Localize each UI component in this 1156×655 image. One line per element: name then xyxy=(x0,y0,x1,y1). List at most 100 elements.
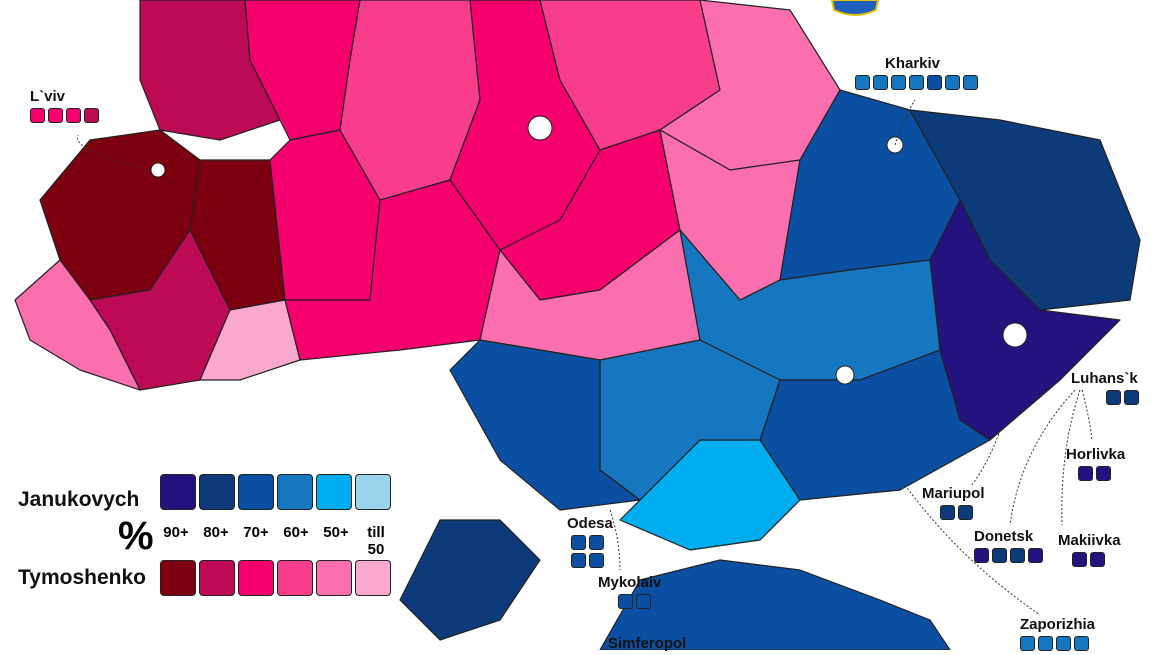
leader-line-makiivka xyxy=(1061,389,1081,526)
legend-swatch-janukovych-60plus xyxy=(277,474,313,510)
legend-swatch-tymoshenko-90plus xyxy=(160,560,196,596)
region-odesa-north xyxy=(449,339,641,511)
legend-swatch-janukovych-80plus xyxy=(199,474,235,510)
district-square xyxy=(66,108,81,123)
district-square xyxy=(958,505,973,520)
legend-swatches-tymoshenko xyxy=(160,560,391,596)
district-square xyxy=(873,75,888,90)
legend-swatch-tymoshenko-50plus xyxy=(316,560,352,596)
legend: Janukovych % 90+ 80+ 70+ 60+ 50+ till 50 Tymo… xyxy=(0,470,420,600)
district-results xyxy=(571,535,611,568)
district-square xyxy=(1038,636,1053,651)
city-mariupol: Mariupol xyxy=(922,485,985,520)
coat-of-arms-icon xyxy=(830,0,880,16)
city-name: Zaporizhia xyxy=(1020,616,1096,633)
district-square xyxy=(1106,390,1121,405)
city-lviv: L`viv xyxy=(30,88,99,123)
legend-swatch-janukovych-till50 xyxy=(355,474,391,510)
district-square xyxy=(855,75,870,90)
city-name: Luhans`k xyxy=(1071,370,1138,387)
legend-swatch-tymoshenko-80plus xyxy=(199,560,235,596)
legend-swatches-janukovych xyxy=(160,474,391,510)
district-square xyxy=(1124,390,1139,405)
legend-bracket-label: 80+ xyxy=(203,524,229,541)
legend-swatch-janukovych-50plus xyxy=(316,474,352,510)
city-odesa: Odesa xyxy=(567,515,627,568)
district-results xyxy=(1072,552,1121,567)
district-square xyxy=(1096,466,1111,481)
legend-swatch-tymoshenko-60plus xyxy=(277,560,313,596)
city-mykolaiv: Mykolaiv xyxy=(598,574,661,609)
district-square xyxy=(891,75,906,90)
city-zaporizhia: Zaporizhia xyxy=(1020,616,1095,651)
leader-line-kharkiv xyxy=(894,99,916,146)
legend-bracket-label: 70+ xyxy=(243,524,269,541)
leader-line-donetsk xyxy=(1009,389,1076,526)
legend-brackets: 90+ 80+ 70+ 60+ 50+ till 50 xyxy=(158,524,394,558)
district-square xyxy=(84,108,99,123)
district-square xyxy=(571,553,586,568)
legend-percent-symbol: % xyxy=(118,514,154,558)
district-square xyxy=(1074,636,1089,651)
district-square xyxy=(571,535,586,550)
district-square xyxy=(589,535,604,550)
leader-line-horlivka xyxy=(1081,389,1093,441)
district-results xyxy=(1020,636,1095,651)
district-results xyxy=(618,594,661,609)
district-results xyxy=(974,548,1043,563)
city-name: Simferopol xyxy=(608,635,687,652)
leader-line-mykolaiv xyxy=(609,509,621,571)
region-odesa-south xyxy=(399,519,541,641)
region-zakarpattia xyxy=(14,259,141,391)
district-square xyxy=(963,75,978,90)
district-square xyxy=(589,553,604,568)
legend-swatch-tymoshenko-till50 xyxy=(355,560,391,596)
district-square xyxy=(1028,548,1043,563)
city-name: Donetsk xyxy=(974,528,1034,545)
lviv-city-marker xyxy=(150,162,166,178)
district-square xyxy=(1072,552,1087,567)
city-name: Odesa xyxy=(567,515,613,532)
district-square xyxy=(974,548,989,563)
city-name: Kharkiv xyxy=(885,55,941,72)
city-donetsk: Donetsk xyxy=(974,528,1043,563)
district-square xyxy=(1020,636,1035,651)
district-square xyxy=(1090,552,1105,567)
legend-swatch-janukovych-90plus xyxy=(160,474,196,510)
legend-bracket-label: 90+ xyxy=(163,524,189,541)
district-results xyxy=(1078,466,1125,481)
district-results xyxy=(1106,390,1139,405)
dnipro-city-marker xyxy=(835,365,855,385)
city-luhansk: Luhans`k xyxy=(1071,370,1139,405)
district-square xyxy=(927,75,942,90)
city-name: L`viv xyxy=(30,88,66,105)
district-square xyxy=(618,594,633,609)
district-square xyxy=(1078,466,1093,481)
district-square xyxy=(1056,636,1071,651)
district-square xyxy=(909,75,924,90)
district-square xyxy=(636,594,651,609)
city-makiivka: Makiivka xyxy=(1058,532,1121,567)
district-square xyxy=(48,108,63,123)
legend-swatch-janukovych-70plus xyxy=(238,474,274,510)
leader-line-zaporizhia xyxy=(904,484,1041,616)
district-square xyxy=(1010,548,1025,563)
legend-swatch-tymoshenko-70plus xyxy=(238,560,274,596)
leader-line-lviv xyxy=(76,134,151,171)
district-square xyxy=(992,548,1007,563)
legend-bracket-label: 50+ xyxy=(323,524,349,541)
region-crimea xyxy=(599,559,951,650)
district-square xyxy=(30,108,45,123)
leader-line-mariupol xyxy=(971,429,1001,486)
city-name: Horlivka xyxy=(1066,446,1126,463)
city-name: Mykolaiv xyxy=(598,574,662,591)
district-results xyxy=(30,108,99,123)
legend-candidate-janukovych: Janukovych xyxy=(18,488,140,511)
district-results xyxy=(940,505,985,520)
district-results xyxy=(855,75,978,90)
legend-bracket-label: 60+ xyxy=(283,524,309,541)
city-simferopol: Simferopol xyxy=(608,635,686,655)
legend-candidate-tymoshenko: Tymoshenko xyxy=(18,566,146,589)
district-square xyxy=(940,505,955,520)
